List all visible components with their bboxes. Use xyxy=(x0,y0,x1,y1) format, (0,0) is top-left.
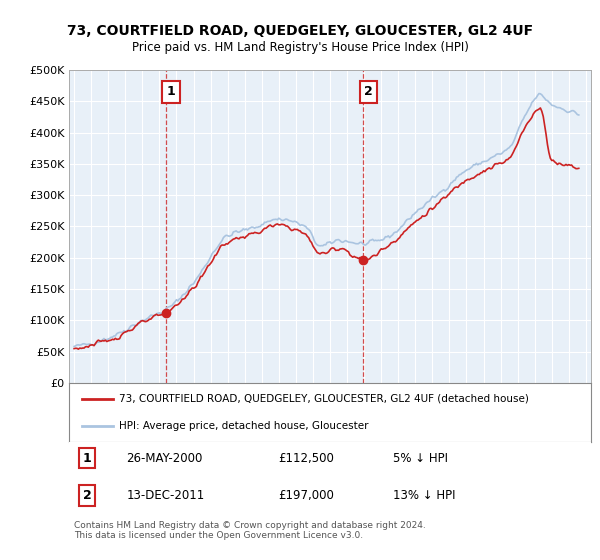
Text: 13% ↓ HPI: 13% ↓ HPI xyxy=(392,489,455,502)
Text: 73, COURTFIELD ROAD, QUEDGELEY, GLOUCESTER, GL2 4UF (detached house): 73, COURTFIELD ROAD, QUEDGELEY, GLOUCEST… xyxy=(119,394,529,404)
Text: 1: 1 xyxy=(83,452,92,465)
Text: 2: 2 xyxy=(364,86,373,99)
Text: 13-DEC-2011: 13-DEC-2011 xyxy=(127,489,205,502)
Text: 2: 2 xyxy=(83,489,92,502)
Text: 73, COURTFIELD ROAD, QUEDGELEY, GLOUCESTER, GL2 4UF: 73, COURTFIELD ROAD, QUEDGELEY, GLOUCEST… xyxy=(67,24,533,38)
Text: 5% ↓ HPI: 5% ↓ HPI xyxy=(392,452,448,465)
Text: 26-MAY-2000: 26-MAY-2000 xyxy=(127,452,203,465)
Text: Price paid vs. HM Land Registry's House Price Index (HPI): Price paid vs. HM Land Registry's House … xyxy=(131,41,469,54)
Text: £112,500: £112,500 xyxy=(278,452,334,465)
Text: 1: 1 xyxy=(166,86,175,99)
Text: £197,000: £197,000 xyxy=(278,489,334,502)
Text: Contains HM Land Registry data © Crown copyright and database right 2024.
This d: Contains HM Land Registry data © Crown c… xyxy=(74,521,426,540)
Text: HPI: Average price, detached house, Gloucester: HPI: Average price, detached house, Glou… xyxy=(119,421,368,431)
